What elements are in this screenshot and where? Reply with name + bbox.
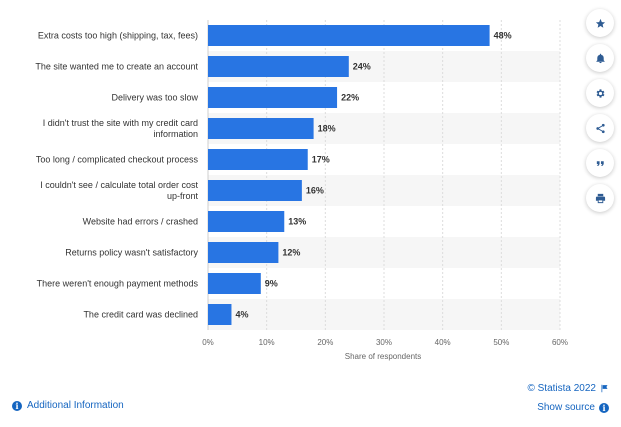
show-source-button[interactable]: Show source i — [537, 402, 609, 413]
category-label: I couldn't see / calculate total order c… — [40, 180, 198, 190]
chart-toolbar — [586, 9, 614, 212]
x-tick-label: 50% — [493, 338, 509, 347]
bar — [208, 273, 261, 294]
category-label: information — [153, 129, 198, 139]
data-label: 16% — [306, 186, 324, 196]
quote-icon — [596, 160, 604, 166]
flag-icon — [601, 384, 608, 393]
category-label: There weren't enough payment methods — [37, 279, 199, 289]
data-label: 48% — [494, 31, 512, 41]
gear-icon — [596, 88, 604, 98]
category-label: The site wanted me to create an account — [35, 62, 198, 72]
bar — [208, 149, 308, 170]
bar — [208, 242, 279, 263]
category-label: I didn't trust the site with my credit c… — [43, 118, 198, 128]
bell-icon — [595, 53, 605, 63]
additional-information-button[interactable]: i Additional Information — [12, 400, 124, 411]
bars — [208, 25, 490, 325]
print-icon — [595, 193, 605, 203]
x-tick-label: 60% — [552, 338, 568, 347]
favorite-button[interactable] — [586, 9, 614, 37]
share-icon — [595, 123, 605, 133]
data-label: 17% — [312, 155, 330, 165]
category-label: The credit card was declined — [83, 310, 198, 320]
data-labels: 48% 24% 22% 18% 17% 16% 13% 12% 9% 4% — [235, 31, 511, 320]
x-axis-title: Share of respondents — [345, 352, 422, 361]
share-button[interactable] — [586, 114, 614, 142]
x-tick-label: 0% — [202, 338, 214, 347]
bar — [208, 180, 302, 201]
bar — [208, 25, 490, 46]
category-label: Returns policy wasn't satisfactory — [65, 248, 198, 258]
data-label: 24% — [353, 62, 371, 72]
category-label: Extra costs too high (shipping, tax, fee… — [38, 31, 198, 41]
copyright-text: © Statista 2022 — [527, 383, 596, 394]
copyright-link[interactable]: © Statista 2022 — [527, 383, 609, 394]
category-label: Delivery was too slow — [111, 93, 198, 103]
data-label: 9% — [265, 279, 278, 289]
x-tick-label: 30% — [376, 338, 392, 347]
x-axis-ticks: 0% 10% 20% 30% 40% 50% 60% — [202, 338, 568, 347]
data-label: 22% — [341, 93, 359, 103]
category-labels: Extra costs too high (shipping, tax, fee… — [35, 31, 198, 320]
data-label: 12% — [282, 248, 300, 258]
bar — [208, 118, 314, 139]
data-label: 4% — [235, 310, 248, 320]
bar — [208, 211, 285, 232]
cite-button[interactable] — [586, 149, 614, 177]
category-label: up-front — [167, 191, 199, 201]
star-icon — [595, 18, 605, 28]
info-icon: i — [12, 400, 22, 411]
bar — [208, 304, 232, 325]
category-label: Too long / complicated checkout process — [36, 155, 199, 165]
notification-button[interactable] — [586, 44, 614, 72]
bar — [208, 56, 349, 77]
additional-information-label: Additional Information — [27, 400, 124, 411]
bar — [208, 87, 338, 108]
settings-button[interactable] — [586, 79, 614, 107]
print-button[interactable] — [586, 184, 614, 212]
category-label: Website had errors / crashed — [83, 217, 198, 227]
x-tick-label: 10% — [259, 338, 275, 347]
bar-chart: Extra costs too high (shipping, tax, fee… — [35, 20, 568, 361]
info-icon: i — [599, 402, 609, 413]
data-label: 13% — [288, 217, 306, 227]
x-tick-label: 20% — [317, 338, 333, 347]
show-source-label: Show source — [537, 402, 595, 413]
data-label: 18% — [318, 124, 336, 134]
x-tick-label: 40% — [435, 338, 451, 347]
